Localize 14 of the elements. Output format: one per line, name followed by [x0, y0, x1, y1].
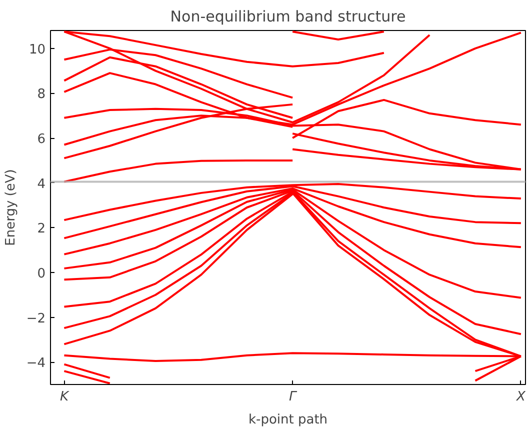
y-tick-label: 10	[28, 42, 46, 58]
y-tick-label: −4	[26, 356, 46, 372]
chart-title: Non-equilibrium band structure	[170, 8, 406, 26]
y-tick-label: 0	[37, 266, 46, 282]
x-tick-label: Γ	[288, 390, 298, 404]
y-axis-title: Energy (eV)	[3, 169, 18, 246]
y-tick-label: 6	[37, 132, 46, 148]
x-tick-label: X	[515, 390, 526, 404]
x-axis-title: k-point path	[248, 412, 328, 428]
y-tick-label: 2	[37, 222, 46, 237]
x-tick-label: K	[60, 390, 70, 404]
y-tick-label: 4	[37, 176, 46, 192]
y-tick-label: 8	[37, 87, 46, 102]
y-tick-label: −2	[26, 311, 46, 326]
